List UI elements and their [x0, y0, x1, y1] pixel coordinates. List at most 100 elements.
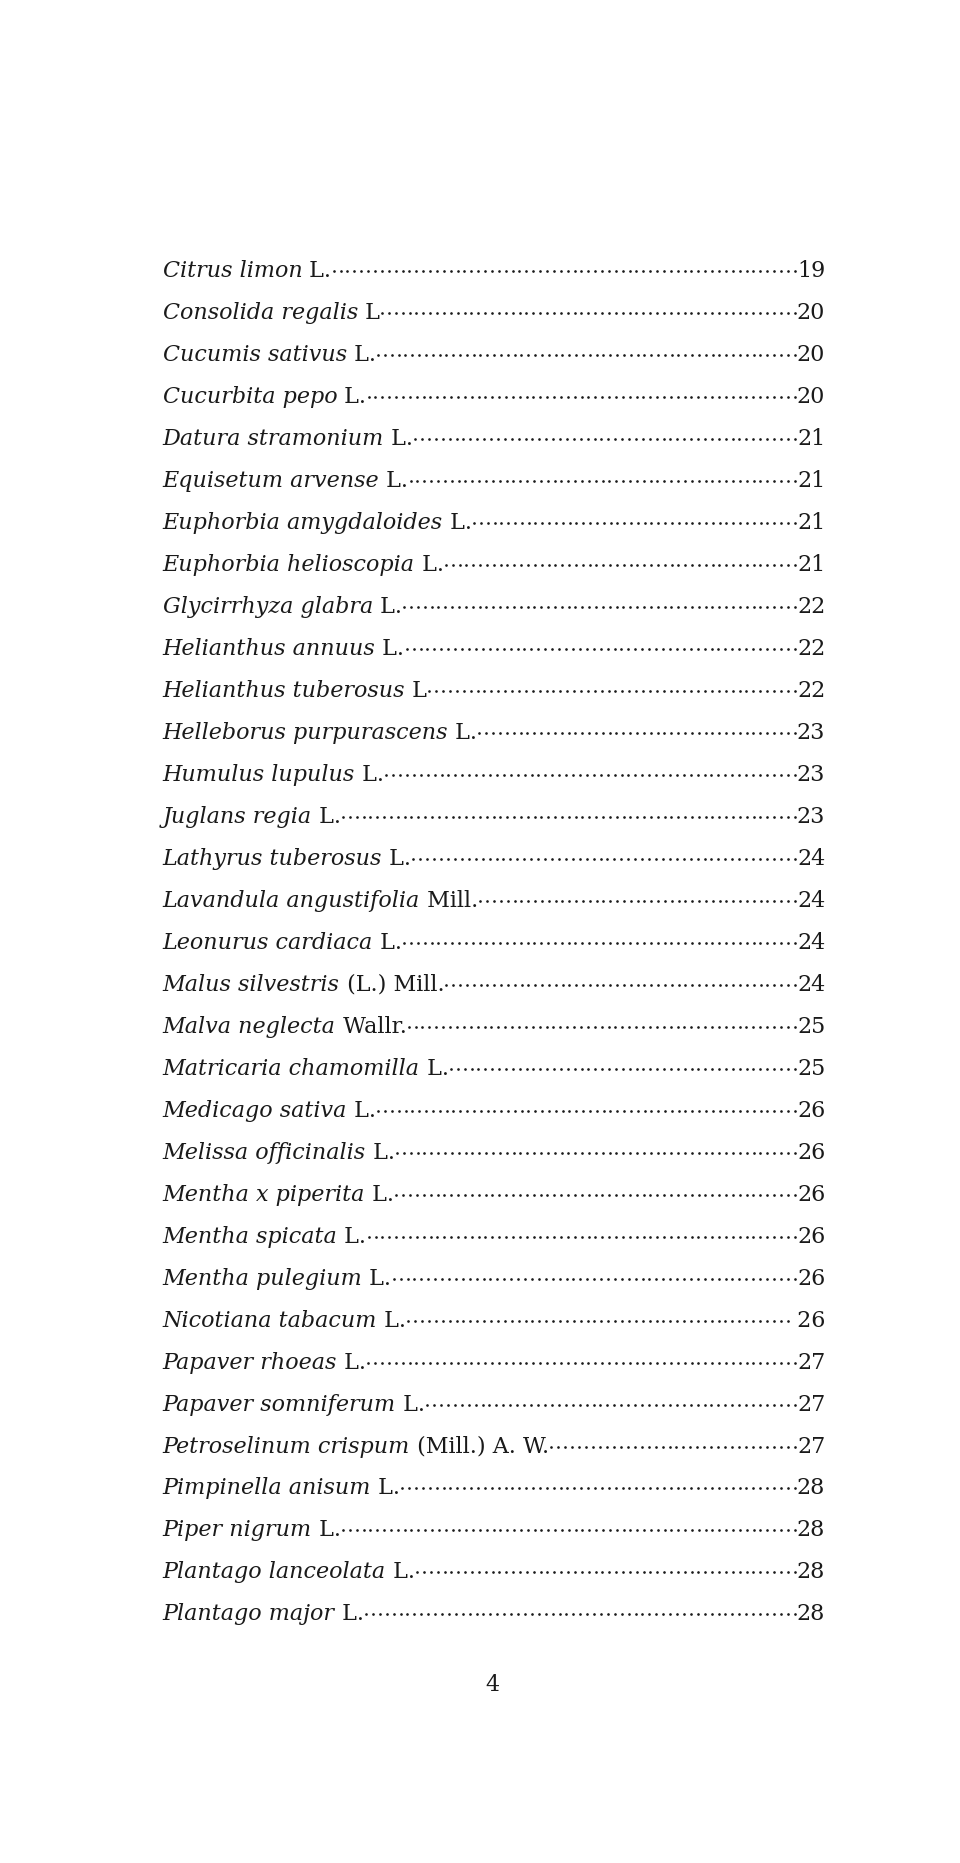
Text: Mentha pulegium: Mentha pulegium [162, 1267, 362, 1289]
Text: Mentha x piperita: Mentha x piperita [162, 1183, 365, 1205]
Text: Papaver somniferum: Papaver somniferum [162, 1394, 396, 1416]
Text: Leonurus cardiaca: Leonurus cardiaca [162, 932, 372, 954]
Text: L.: L. [335, 1604, 364, 1625]
Text: 25: 25 [797, 1058, 826, 1081]
Text: Datura stramonium: Datura stramonium [162, 428, 384, 451]
Text: 20: 20 [797, 302, 826, 324]
Text: Glycirrhyza glabra: Glycirrhyza glabra [162, 596, 372, 619]
Text: Plantago lanceolata: Plantago lanceolata [162, 1561, 386, 1584]
Text: L.: L. [382, 848, 411, 870]
Text: Plantago major: Plantago major [162, 1604, 335, 1625]
Text: (Mill.) A. W.: (Mill.) A. W. [410, 1436, 549, 1457]
Text: 26: 26 [797, 1267, 826, 1289]
Text: 21: 21 [797, 512, 826, 535]
Text: Piper nigrum: Piper nigrum [162, 1520, 312, 1541]
Text: L.: L. [362, 1267, 392, 1289]
Text: Cucurbita pepo: Cucurbita pepo [162, 386, 337, 408]
Text: Medicago sativa: Medicago sativa [162, 1099, 347, 1122]
Text: L.: L. [365, 1183, 394, 1205]
Text: L.: L. [355, 764, 384, 786]
Text: 24: 24 [797, 848, 826, 870]
Text: Petroselinum crispum: Petroselinum crispum [162, 1436, 410, 1457]
Text: L.: L. [366, 1142, 395, 1164]
Text: Lavandula angustifolia: Lavandula angustifolia [162, 891, 420, 913]
Text: Pimpinella anisum: Pimpinella anisum [162, 1477, 371, 1500]
Text: 21: 21 [797, 555, 826, 576]
Text: 28: 28 [797, 1477, 826, 1500]
Text: L.: L. [337, 1226, 367, 1248]
Text: L.: L. [302, 261, 331, 283]
Text: L.: L. [347, 1099, 376, 1122]
Text: 20: 20 [797, 386, 826, 408]
Text: 23: 23 [797, 723, 826, 743]
Text: Euphorbia helioscopia: Euphorbia helioscopia [162, 555, 415, 576]
Text: Mill.: Mill. [420, 891, 478, 913]
Text: L.: L. [372, 596, 402, 619]
Text: 27: 27 [797, 1394, 826, 1416]
Text: 27: 27 [797, 1351, 826, 1373]
Text: Matricaria chamomilla: Matricaria chamomilla [162, 1058, 420, 1081]
Text: Juglans regia: Juglans regia [162, 807, 312, 827]
Text: Malva neglecta: Malva neglecta [162, 1015, 335, 1038]
Text: Melissa officinalis: Melissa officinalis [162, 1142, 366, 1164]
Text: 22: 22 [797, 680, 826, 702]
Text: L.: L. [337, 1351, 366, 1373]
Text: L.: L. [396, 1394, 424, 1416]
Text: 26: 26 [797, 1142, 826, 1164]
Text: 26: 26 [790, 1310, 826, 1332]
Text: Consolida regalis: Consolida regalis [162, 302, 358, 324]
Text: 19: 19 [797, 261, 826, 283]
Text: 24: 24 [797, 932, 826, 954]
Text: 26: 26 [797, 1226, 826, 1248]
Text: L.: L. [337, 386, 367, 408]
Text: Nicotiana tabacum: Nicotiana tabacum [162, 1310, 377, 1332]
Text: L: L [405, 680, 427, 702]
Text: L.: L. [312, 807, 341, 827]
Text: L.: L. [448, 723, 477, 743]
Text: Euphorbia amygdaloides: Euphorbia amygdaloides [162, 512, 443, 535]
Text: L.: L. [415, 555, 444, 576]
Text: 25: 25 [797, 1015, 826, 1038]
Text: Helleborus purpurascens: Helleborus purpurascens [162, 723, 448, 743]
Text: Citrus limon: Citrus limon [162, 261, 302, 283]
Text: 20: 20 [797, 345, 826, 367]
Text: L.: L. [372, 932, 402, 954]
Text: L.: L. [384, 428, 413, 451]
Text: (L.) Mill.: (L.) Mill. [340, 974, 444, 997]
Text: Humulus lupulus: Humulus lupulus [162, 764, 355, 786]
Text: L.: L. [386, 1561, 415, 1584]
Text: Malus silvestris: Malus silvestris [162, 974, 340, 997]
Text: 28: 28 [797, 1604, 826, 1625]
Text: 28: 28 [797, 1561, 826, 1584]
Text: L.: L. [420, 1058, 448, 1081]
Text: 4: 4 [485, 1673, 499, 1695]
Text: L.: L. [377, 1310, 406, 1332]
Text: Wallr.: Wallr. [335, 1015, 406, 1038]
Text: Papaver rhoeas: Papaver rhoeas [162, 1351, 337, 1373]
Text: L.: L. [375, 639, 404, 660]
Text: L.: L. [312, 1520, 341, 1541]
Text: 24: 24 [797, 891, 826, 913]
Text: 24: 24 [797, 974, 826, 997]
Text: L.: L. [371, 1477, 400, 1500]
Text: 23: 23 [797, 807, 826, 827]
Text: 21: 21 [797, 469, 826, 492]
Text: L.: L. [443, 512, 471, 535]
Text: 28: 28 [797, 1520, 826, 1541]
Text: 27: 27 [797, 1436, 826, 1457]
Text: Cucumis sativus: Cucumis sativus [162, 345, 347, 367]
Text: 22: 22 [797, 596, 826, 619]
Text: 26: 26 [797, 1183, 826, 1205]
Text: 23: 23 [797, 764, 826, 786]
Text: 26: 26 [797, 1099, 826, 1122]
Text: Helianthus tuberosus: Helianthus tuberosus [162, 680, 405, 702]
Text: L.: L. [347, 345, 375, 367]
Text: 22: 22 [797, 639, 826, 660]
Text: Mentha spicata: Mentha spicata [162, 1226, 337, 1248]
Text: L.: L. [379, 469, 408, 492]
Text: 21: 21 [797, 428, 826, 451]
Text: Helianthus annuus: Helianthus annuus [162, 639, 375, 660]
Text: Lathyrus tuberosus: Lathyrus tuberosus [162, 848, 382, 870]
Text: L: L [358, 302, 380, 324]
Text: Equisetum arvense: Equisetum arvense [162, 469, 379, 492]
